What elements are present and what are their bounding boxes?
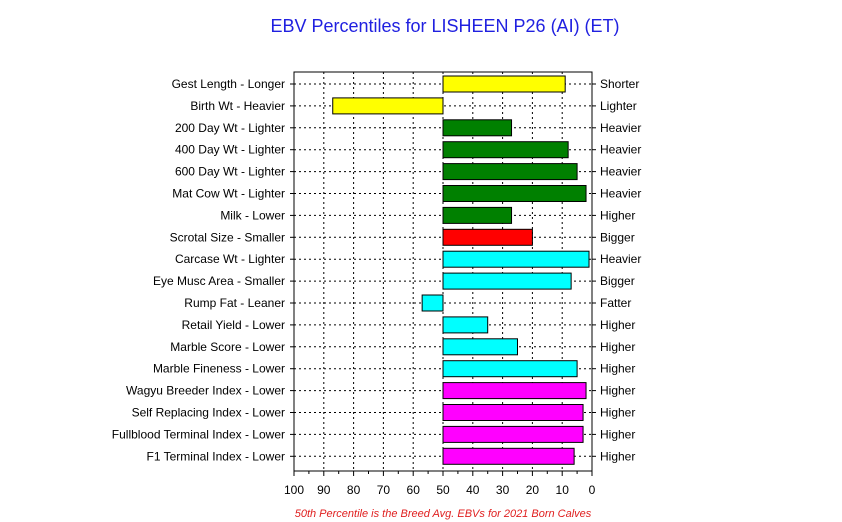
bar bbox=[442, 338, 518, 356]
trait-label-left: Milk - Lower bbox=[220, 208, 285, 222]
bar bbox=[442, 250, 590, 268]
trait-label-right: Fatter bbox=[600, 296, 631, 310]
bar bbox=[442, 185, 587, 202]
bar bbox=[421, 294, 444, 312]
trait-label-left: Fullblood Terminal Index - Lower bbox=[112, 427, 285, 441]
bar bbox=[442, 119, 513, 137]
bars bbox=[332, 75, 590, 465]
trait-label-right: Bigger bbox=[600, 274, 635, 288]
trait-label-left: Rump Fat - Leaner bbox=[184, 296, 285, 310]
bar bbox=[442, 141, 569, 159]
x-tick-label: 80 bbox=[347, 483, 361, 497]
trait-label-right: Higher bbox=[600, 406, 635, 420]
bar bbox=[442, 360, 578, 378]
bar bbox=[442, 404, 584, 421]
bar bbox=[442, 316, 489, 334]
trait-label-left: 600 Day Wt - Lighter bbox=[175, 165, 285, 179]
x-tick-label: 50 bbox=[436, 483, 450, 497]
trait-label-right: Higher bbox=[600, 427, 635, 441]
trait-label-right: Bigger bbox=[600, 230, 635, 244]
bar bbox=[442, 425, 584, 443]
trait-label-right: Higher bbox=[600, 340, 635, 354]
trait-label-right: Heavier bbox=[600, 187, 641, 201]
x-tick-label: 10 bbox=[556, 483, 570, 497]
trait-label-right: Heavier bbox=[600, 121, 641, 135]
trait-label-right: Heavier bbox=[600, 252, 641, 266]
trait-label-left: Eye Musc Area - Smaller bbox=[153, 274, 285, 288]
trait-label-right: Shorter bbox=[600, 77, 639, 91]
trait-label-left: Marble Score - Lower bbox=[170, 340, 285, 354]
bar bbox=[442, 228, 533, 246]
bar bbox=[442, 206, 513, 224]
trait-label-left: Gest Length - Longer bbox=[172, 77, 285, 91]
grid bbox=[294, 72, 592, 471]
trait-label-left: Marble Fineness - Lower bbox=[153, 362, 285, 376]
trait-label-right: Lighter bbox=[600, 99, 637, 113]
bar bbox=[442, 272, 572, 290]
trait-labels: Gest Length - Longer Shorter Birth Wt - He… bbox=[112, 77, 642, 463]
trait-label-left: Carcase Wt - Lighter bbox=[175, 252, 285, 266]
x-tick-label: 60 bbox=[407, 483, 421, 497]
trait-label-left: F1 Terminal Index - Lower bbox=[146, 449, 285, 463]
trait-label-left: Retail Yield - Lower bbox=[182, 318, 285, 332]
bar bbox=[332, 97, 444, 115]
trait-label-right: Higher bbox=[600, 208, 635, 222]
chart-title: EBV Percentiles for LISHEEN P26 (AI) (ET… bbox=[270, 16, 619, 36]
x-axis-ticks: 100 90 80 70 60 50 40 30 20 10 0 bbox=[284, 83, 596, 497]
x-tick-label: 20 bbox=[526, 483, 540, 497]
bar bbox=[442, 382, 587, 400]
chart-footnote: 50th Percentile is the Breed Avg. EBVs f… bbox=[295, 508, 592, 520]
trait-label-right: Higher bbox=[600, 449, 635, 463]
trait-label-left: Birth Wt - Heavier bbox=[190, 99, 285, 113]
x-tick-label: 90 bbox=[317, 483, 331, 497]
bar bbox=[442, 75, 566, 93]
trait-label-left: Wagyu Breeder Index - Lower bbox=[126, 384, 285, 398]
trait-label-right: Higher bbox=[600, 318, 635, 332]
x-tick-label: 40 bbox=[466, 483, 480, 497]
trait-label-left: 400 Day Wt - Lighter bbox=[175, 143, 285, 157]
trait-label-left: Self Replacing Index - Lower bbox=[132, 406, 285, 420]
bar bbox=[442, 163, 578, 181]
bar bbox=[442, 447, 575, 465]
trait-label-right: Heavier bbox=[600, 143, 641, 157]
trait-label-left: Mat Cow Wt - Lighter bbox=[172, 187, 285, 201]
trait-label-right: Heavier bbox=[600, 165, 641, 179]
trait-label-left: Scrotal Size - Smaller bbox=[170, 230, 285, 244]
x-tick-label: 100 bbox=[284, 483, 304, 497]
trait-label-right: Higher bbox=[600, 362, 635, 376]
x-tick-label: 0 bbox=[589, 483, 596, 497]
x-tick-label: 70 bbox=[377, 483, 391, 497]
trait-label-left: 200 Day Wt - Lighter bbox=[175, 121, 285, 135]
trait-label-right: Higher bbox=[600, 384, 635, 398]
x-tick-label: 30 bbox=[496, 483, 510, 497]
